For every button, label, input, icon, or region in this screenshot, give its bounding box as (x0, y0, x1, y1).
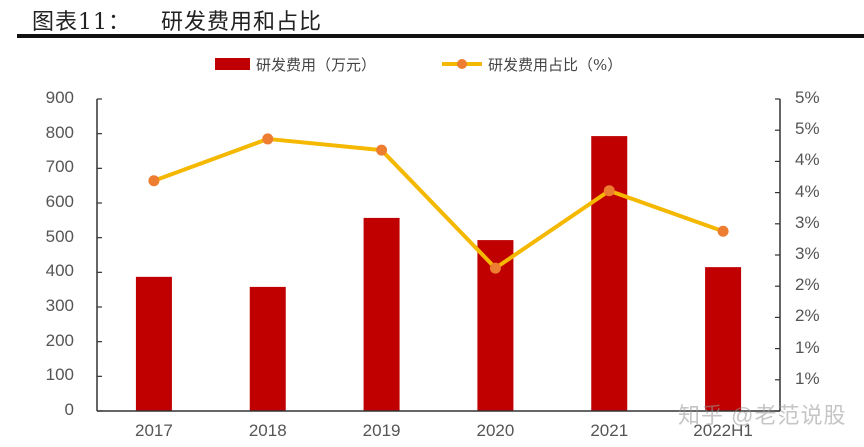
watermark: 知乎 @老范说股 (678, 403, 847, 428)
y-right-tick-label: 1% (795, 368, 820, 388)
y-right-tick-label: 2% (795, 306, 820, 326)
y-right-tick-label: 4% (795, 150, 820, 170)
y-right-tick-label: 4% (795, 181, 820, 201)
x-tick-label: 2018 (248, 421, 287, 440)
bar-2018 (249, 286, 286, 411)
y-right-tick-label: 1% (795, 337, 820, 357)
y-left-tick-label: 500 (45, 226, 74, 246)
y-left-tick-label: 300 (45, 296, 74, 315)
y-left-tick-label: 700 (45, 157, 74, 177)
x-tick-label: 2022H1 (693, 421, 753, 440)
legend-item-line: 研发费用占比（%） (442, 52, 622, 76)
x-tick-label: 2020 (476, 421, 515, 440)
y-right-tick-label: 3% (795, 244, 820, 263)
y-right-tick-label: 5% (795, 88, 820, 107)
bar-2021 (591, 136, 628, 412)
x-tick-label: 2017 (134, 421, 173, 440)
legend-bar-swatch-icon (215, 58, 250, 70)
y-left-tick-label: 900 (45, 88, 74, 107)
x-tick-label: 2019 (362, 421, 401, 440)
figure-title: 图表11： 研发费用和占比 (32, 4, 322, 36)
bar-2017 (135, 276, 172, 411)
y-right-tick-label: 5% (795, 119, 820, 139)
y-left-tick-label: 400 (45, 261, 74, 281)
marker-2017 (148, 175, 160, 187)
y-left-tick-label: 800 (45, 122, 74, 142)
bar-2022H1 (705, 267, 742, 411)
title-divider (17, 34, 864, 38)
x-tick-label: 2021 (590, 421, 629, 440)
figure-title-text: 研发费用和占比 (161, 10, 323, 35)
y-left-tick-label: 100 (45, 365, 74, 385)
legend-line-swatch-icon (442, 58, 482, 70)
y-left-tick-label: 0 (64, 400, 74, 419)
y-left-tick-label: 200 (45, 330, 74, 350)
legend-bar-label: 研发费用（万元） (256, 55, 377, 74)
y-right-tick-label: 3% (795, 212, 820, 232)
bar-2019 (363, 217, 400, 411)
marker-2021 (603, 185, 615, 197)
marker-2022H1 (717, 225, 729, 237)
figure-number: 图表11： (32, 10, 131, 35)
marker-2018 (262, 133, 274, 145)
y-left-tick-label: 600 (45, 192, 74, 211)
chart-legend: 研发费用（万元） 研发费用占比（%） (0, 52, 864, 76)
marker-2020 (489, 262, 501, 274)
marker-2019 (376, 144, 388, 156)
legend-item-bar: 研发费用（万元） (215, 52, 376, 76)
y-right-tick-label: 2% (795, 275, 820, 295)
legend-line-label: 研发费用占比（%） (488, 55, 623, 74)
